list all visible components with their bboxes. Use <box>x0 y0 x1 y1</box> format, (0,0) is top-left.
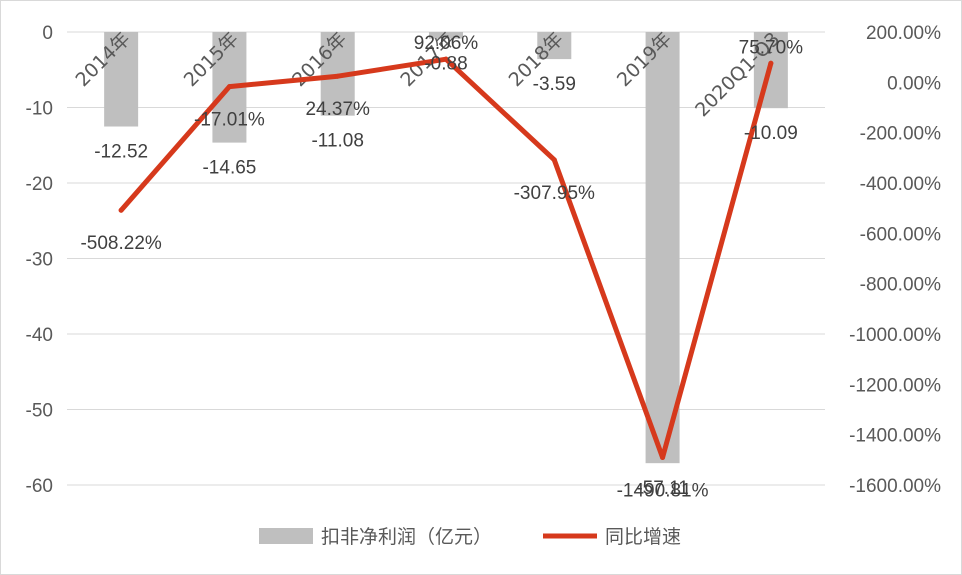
line-data-label: 24.37% <box>305 99 370 120</box>
line-point <box>660 455 666 461</box>
line-point <box>335 73 341 79</box>
bar <box>104 32 139 127</box>
right-tick-label: -1400.00% <box>849 426 941 447</box>
line-data-label: -508.22% <box>80 233 161 254</box>
line-series <box>118 56 774 461</box>
line-point <box>118 207 124 213</box>
left-tick-label: -60 <box>26 476 53 497</box>
right-tick-label: -1200.00% <box>849 375 941 396</box>
right-tick-label: 0.00% <box>887 73 941 94</box>
line-point <box>768 60 774 66</box>
line-point <box>226 84 232 90</box>
line-data-label: -1490.81% <box>617 481 709 502</box>
line-data-labels: -508.22% -17.01% 24.37% 92.06% -307.95% -1490… <box>80 33 803 501</box>
gridlines <box>67 31 825 486</box>
bar-data-label: -12.52 <box>94 142 148 163</box>
bar-data-label: -10.09 <box>744 123 798 144</box>
right-tick-label: -1000.00% <box>849 325 941 346</box>
right-tick-label: -800.00% <box>860 275 941 296</box>
bar-data-label: -0.88 <box>424 54 467 75</box>
bar <box>645 32 680 464</box>
left-tick-label: -30 <box>26 250 53 271</box>
bar-data-labels: -12.52 -14.65 -11.08 -0.88 -3.59 -57.11 -10.09 <box>94 54 798 500</box>
right-tick-label: 200.00% <box>866 23 941 44</box>
bar-data-label: -57.11 <box>636 478 688 499</box>
line-point <box>443 56 449 62</box>
bar-data-label: -11.08 <box>311 131 363 152</box>
right-tick-label: -600.00% <box>860 224 941 245</box>
left-axis-ticks: 0 -10 -20 -30 -40 -50 -60 <box>26 23 53 497</box>
right-axis-ticks: 200.00% 0.00% -200.00% -400.00% -600.00% -800… <box>849 23 941 497</box>
bar-series <box>104 32 788 464</box>
line-data-label: -17.01% <box>194 110 265 131</box>
left-tick-label: -10 <box>26 99 53 120</box>
left-tick-label: -40 <box>26 325 53 346</box>
bar-data-label: -14.65 <box>202 158 256 179</box>
line-data-label: 75.70% <box>739 37 804 58</box>
right-tick-label: -1600.00% <box>849 476 941 497</box>
line-data-label: 92.06% <box>414 33 479 54</box>
right-tick-label: -400.00% <box>860 174 941 195</box>
line-point <box>551 157 557 163</box>
line-data-label: -307.95% <box>514 183 595 204</box>
legend-swatch-bar <box>259 528 313 544</box>
bar <box>537 32 572 60</box>
right-tick-label: -200.00% <box>860 124 941 145</box>
legend-label-bar: 扣非净利润（亿元） <box>321 526 492 548</box>
left-tick-label: 0 <box>42 23 53 44</box>
bar <box>429 32 463 39</box>
legend-label-line: 同比增速 <box>605 526 681 548</box>
bar-data-label: -3.59 <box>533 74 576 95</box>
left-tick-label: -20 <box>26 174 53 195</box>
left-tick-label: -50 <box>26 401 53 422</box>
legend: 扣非净利润（亿元） 同比增速 <box>259 526 681 548</box>
